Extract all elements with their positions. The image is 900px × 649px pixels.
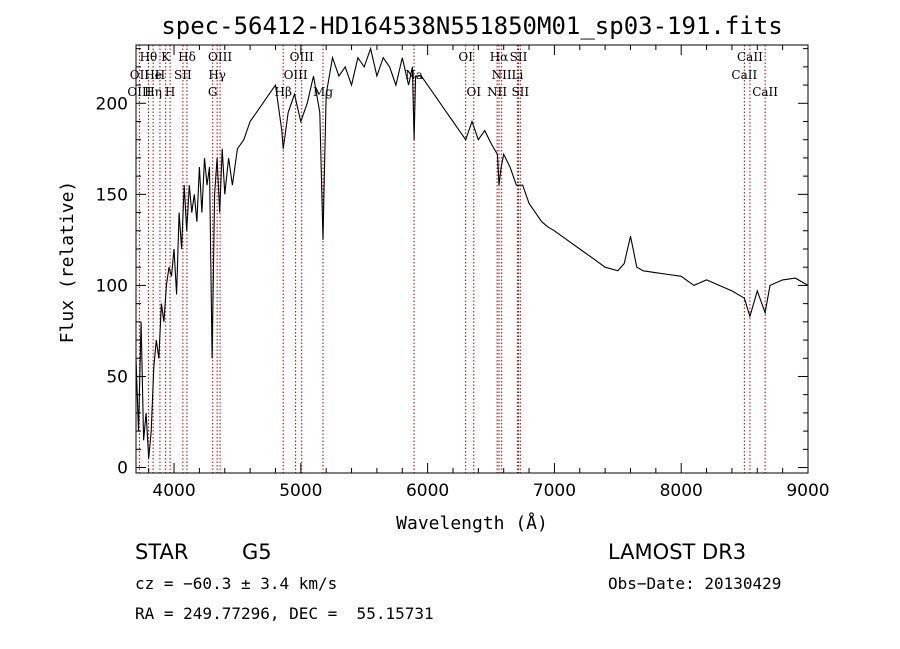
y-tick-label: 50 [106, 367, 128, 387]
spectral-line-label: CaII [737, 50, 763, 64]
object-class: STAR [135, 540, 189, 564]
spectral-line-label: CaII [731, 68, 757, 82]
spectral-line-label: H [165, 85, 175, 99]
object-subclass: G5 [242, 540, 272, 564]
spectral-line-label: Hθ [140, 50, 158, 64]
spectral-line-label: OII [130, 68, 150, 82]
spectral-line-label: OI [466, 85, 481, 99]
y-tick-label: 0 [117, 459, 128, 479]
y-axis-label: Flux (relative) [57, 181, 78, 344]
spectral-line-label: G [208, 85, 218, 99]
sky-coordinates: RA = 249.77296, DEC = 55.15731 [135, 604, 434, 623]
spectral-line-label: SII [510, 50, 528, 64]
x-tick-label: 8000 [660, 481, 703, 501]
spectral-line-label: OIII [284, 68, 308, 82]
spectral-line-label: OIII [208, 50, 232, 64]
spectral-line-label: OIII [290, 50, 314, 64]
spectral-line-label: CaII [752, 85, 778, 99]
spectral-line-label: OI [458, 50, 473, 64]
x-tick-label: 7000 [533, 481, 576, 501]
spectral-line-label: Hδ [178, 50, 196, 64]
x-tick-label: 5000 [279, 481, 322, 501]
x-tick-label: 6000 [406, 481, 449, 501]
observation-date: Obs−Date: 20130429 [608, 574, 782, 593]
survey-name: LAMOST DR3 [608, 540, 747, 564]
spectral-line-label: H [155, 68, 165, 82]
spectral-line-label: NII [492, 68, 512, 82]
spectral-line-label: Hβ [275, 85, 292, 99]
spectral-line-label: SII [511, 85, 529, 99]
spectral-line-label: K [161, 50, 171, 64]
spectral-line-label: Li [511, 68, 523, 82]
plot-frame [135, 44, 809, 474]
chart-title: spec-56412-HD164538N551850M01_sp03-191.f… [161, 12, 782, 40]
y-tick-label: 100 [96, 276, 128, 296]
spectral-line-label: OIII [127, 85, 151, 99]
spectral-line-label: Hη [144, 85, 162, 99]
spectrum-series-line [135, 46, 809, 459]
y-tick-label: 200 [96, 94, 128, 114]
spectral-line-label: NII [487, 85, 507, 99]
y-tick-label: 150 [96, 185, 128, 205]
x-axis-label: Wavelength (Å) [396, 512, 548, 534]
spectral-line-label: SII [174, 68, 192, 82]
spectral-line-label: He [144, 68, 162, 82]
spectral-line-label: Mg [313, 85, 333, 99]
spectral-line-label: Hγ [208, 68, 226, 82]
x-tick-label: 4000 [152, 481, 195, 501]
redshift-velocity: cz = −60.3 ± 3.4 km/s [135, 574, 338, 593]
spectral-line-label: Hα [490, 50, 509, 64]
x-tick-label: 9000 [786, 481, 829, 501]
